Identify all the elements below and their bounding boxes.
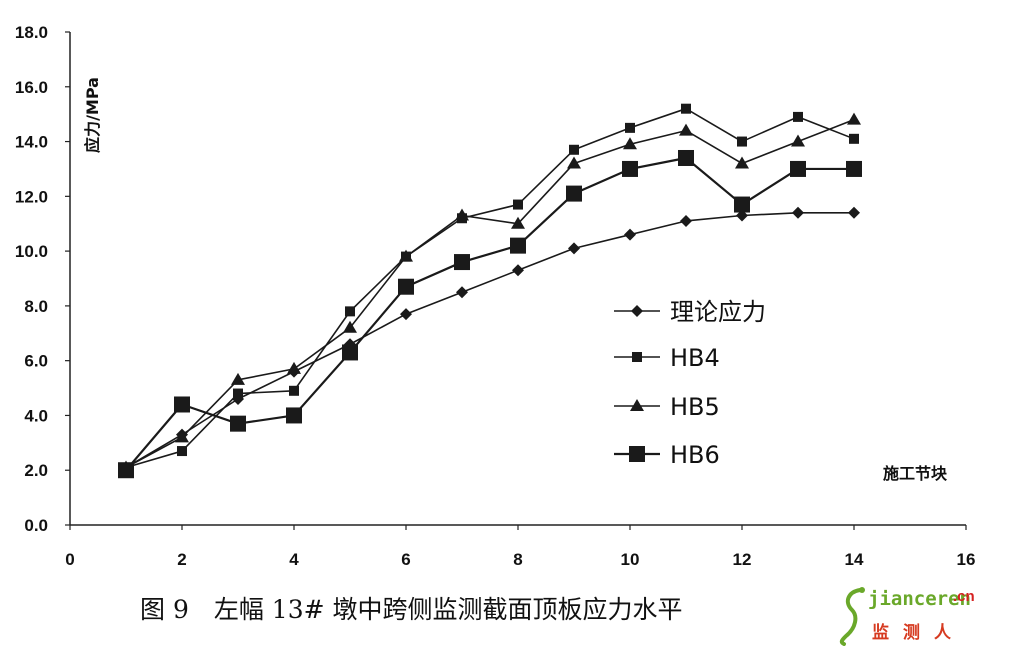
data-point [174,396,190,413]
data-point [680,214,692,227]
y-tick-label: 8.0 [24,297,48,316]
x-tick-label: 16 [957,550,976,569]
data-point [398,278,414,295]
series-line [125,107,855,469]
y-tick-label: 18.0 [15,23,48,42]
data-point [175,430,189,443]
data-point [847,112,861,125]
x-tick-label: 12 [733,550,752,569]
x-tick-label: 8 [513,550,522,569]
x-tick-label: 6 [401,550,410,569]
legend-label: HB6 [670,441,720,469]
x-tick-label: 0 [65,550,74,569]
data-point [679,123,693,136]
data-point [681,103,691,114]
data-point [455,208,469,221]
data-point [345,306,355,317]
legend-entry: HB6 [614,441,720,469]
x-axis-title: 施工节块 [883,464,948,483]
data-point [569,144,579,155]
data-point [287,361,301,374]
data-point [399,249,413,262]
y-axis-tick-labels: 0.0 2.0 4.0 6.0 8.0 10.0 12.0 14.0 16.0 18.0 [15,23,48,535]
data-point [400,308,412,321]
data-point [289,385,299,396]
figure-caption: 图 9 左幅 13# 墩中跨侧监测截面顶板应力水平 [140,595,683,624]
data-point [791,134,805,147]
legend-entry: HB5 [614,393,720,421]
watermark-main-text: jianceren [868,588,971,610]
data-point [625,122,635,133]
data-point [343,320,357,333]
legend-marker [629,446,645,462]
data-point [622,160,638,177]
data-point [734,196,750,213]
legend-label: HB4 [670,344,720,372]
data-point [231,372,245,385]
y-tick-label: 14.0 [15,133,48,152]
x-tick-label: 2 [177,550,186,569]
legend-marker [632,352,642,362]
legend-marker [630,399,644,411]
series-line [125,118,855,469]
y-axis-title: 应力/MPa [83,77,102,153]
legend-entry: HB4 [614,344,720,372]
data-point [735,156,749,169]
legend-entry: 理论应力 [614,298,766,326]
series-line [125,211,854,469]
data-point [233,388,243,399]
y-tick-label: 0.0 [24,516,48,535]
data-point [792,206,804,219]
y-tick-label: 4.0 [24,406,48,425]
data-point [566,185,582,202]
y-axis-ticks [65,31,967,530]
data-point [567,156,581,169]
data-point [793,111,803,122]
data-point [454,254,470,271]
legend-label: 理论应力 [670,298,766,326]
x-tick-label: 10 [621,550,640,569]
data-point [790,160,806,177]
y-tick-label: 16.0 [15,78,48,97]
watermark-domain-text: .cn [953,588,975,605]
data-point [848,206,860,219]
x-tick-label: 14 [845,550,864,569]
series-layer [118,103,862,479]
data-point [456,286,468,299]
data-point [118,462,134,479]
data-point [568,242,580,255]
series-1 [120,206,860,474]
data-point [511,216,525,229]
legend: 理论应力 HB4 HB5 HB6 [614,298,766,469]
data-point [846,160,862,177]
y-tick-label: 6.0 [24,352,48,371]
series-line [125,156,854,471]
legend-label: HB5 [670,393,720,421]
data-point [624,228,636,241]
data-point [177,446,187,457]
legend-marker [631,305,643,317]
data-point [510,237,526,254]
y-tick-label: 10.0 [15,242,48,261]
data-point [849,133,859,144]
data-point [342,344,358,361]
x-axis-tick-labels: 0 2 4 6 8 10 12 14 16 [65,550,975,569]
data-point [286,407,302,424]
data-point [513,199,523,210]
data-point [678,149,694,166]
series-4 [118,149,862,479]
data-point [737,136,747,147]
watermark: jianceren .cn 监测人 [838,587,1008,648]
watermark-sub-text: 监测人 [872,623,965,643]
y-tick-label: 2.0 [24,461,48,480]
x-tick-label: 4 [289,550,299,569]
data-point [512,264,524,277]
data-point [230,415,246,432]
data-point [623,137,637,150]
watermark-logo-icon [839,587,865,646]
y-tick-label: 12.0 [15,187,48,206]
